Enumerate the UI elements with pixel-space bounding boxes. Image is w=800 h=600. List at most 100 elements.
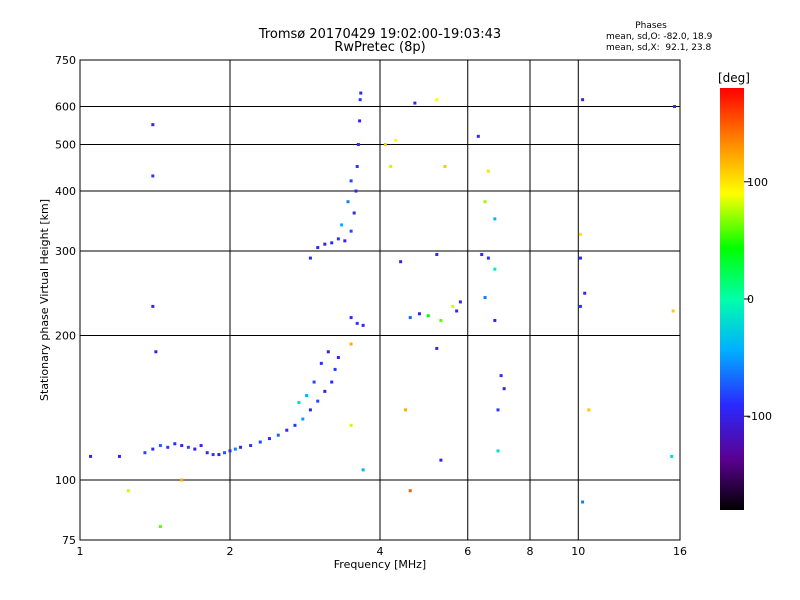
x-tick-label: 16	[673, 545, 687, 558]
scatter-point	[483, 200, 487, 204]
scatter-point	[233, 447, 237, 451]
scatter-point	[330, 241, 334, 245]
scatter-point	[673, 105, 677, 109]
scatter-point	[173, 442, 177, 446]
y-axis-label: Stationary phase Virtual Height [km]	[38, 199, 51, 401]
scatter-point	[158, 444, 162, 448]
scatter-point	[483, 296, 487, 300]
scatter-point	[330, 380, 334, 384]
scatter-point	[349, 342, 353, 346]
scatter-point	[578, 304, 582, 308]
scatter-point	[496, 408, 500, 412]
scatter-point	[383, 143, 387, 147]
scatter-point	[151, 174, 155, 178]
scatter-point	[343, 239, 347, 243]
colorbar	[720, 88, 744, 510]
scatter-point	[496, 449, 500, 453]
scatter-point	[394, 138, 398, 142]
grid-lines	[79, 59, 681, 541]
scatter-point	[346, 200, 350, 204]
x-tick-label: 10	[571, 545, 585, 558]
y-tick-label: 600	[55, 101, 76, 114]
scatter-point	[480, 253, 484, 257]
scatter-point	[117, 454, 121, 458]
scatter-point	[158, 525, 162, 529]
scatter-point	[349, 423, 353, 427]
scatter-point	[399, 260, 403, 264]
x-tick-label: 6	[464, 545, 471, 558]
scatter-point	[154, 350, 158, 354]
colorbar-tick-label: 0	[747, 293, 754, 306]
plot-frame	[79, 59, 681, 541]
scatter-point	[333, 367, 337, 371]
phase-stats: Phases mean, sd,O: -82.0, 18.9 mean, sd,X…	[606, 21, 712, 54]
scatter-point	[408, 489, 412, 493]
y-tick-label: 400	[55, 185, 76, 198]
scatter-point	[389, 164, 393, 168]
scatter-point	[151, 123, 155, 127]
scatter-point	[276, 433, 280, 437]
scatter-point	[186, 445, 190, 449]
scatter-point	[502, 387, 506, 391]
scatter-point	[439, 318, 443, 322]
scatter-point	[228, 449, 232, 453]
scatter-point	[361, 323, 365, 327]
stats-o-mode: mean, sd,O: -82.0, 18.9	[606, 32, 713, 42]
scatter-point	[349, 229, 353, 233]
scatter-point	[408, 316, 412, 320]
scatter-point	[180, 444, 184, 448]
scatter-point	[301, 417, 305, 421]
scatter-point	[361, 468, 365, 472]
x-tick-label: 2	[227, 545, 234, 558]
scatter-point	[493, 267, 497, 271]
scatter-point	[223, 451, 227, 455]
y-tick-labels: 75 100 200 300 400 500 600 750	[55, 54, 76, 547]
scatter-point	[486, 256, 490, 260]
x-tick-labels: 1 2 4 6 8 10 16	[77, 545, 688, 558]
scatter-point	[326, 350, 330, 354]
scatter-point	[205, 451, 209, 455]
scatter-point	[476, 134, 480, 138]
scatter-point	[336, 355, 340, 359]
scatter-point	[583, 291, 587, 295]
scatter-point	[285, 428, 289, 432]
colorbar-tick-label: 100	[747, 176, 768, 189]
scatter-points	[89, 91, 677, 529]
scatter-point	[578, 256, 582, 260]
scatter-point	[358, 119, 362, 123]
scatter-point	[297, 401, 301, 405]
x-axis-label: Frequency [MHz]	[334, 558, 426, 571]
scatter-point	[417, 312, 421, 316]
scatter-point	[426, 314, 430, 318]
scatter-point	[435, 98, 439, 102]
scatter-point	[217, 453, 221, 457]
scatter-point	[319, 361, 323, 365]
chart-title: Tromsø 20170429 19:02:00-19:03:43	[258, 27, 502, 42]
x-tick-label: 4	[377, 545, 384, 558]
scatter-point	[435, 346, 439, 350]
scatter-point	[340, 223, 344, 227]
scatter-point	[258, 440, 262, 444]
stats-x-mode: mean, sd,X: 92.1, 23.8	[606, 43, 712, 53]
scatter-point	[312, 380, 316, 384]
scatter-point	[305, 394, 309, 398]
scatter-point	[316, 399, 320, 403]
scatter-point	[349, 179, 353, 183]
scatter-point	[670, 454, 674, 458]
scatter-point	[180, 478, 184, 482]
y-tick-label: 100	[55, 474, 76, 487]
scatter-point	[151, 304, 155, 308]
scatter-point	[455, 309, 459, 313]
scatter-point	[581, 98, 585, 102]
scatter-point	[354, 189, 358, 193]
scatter-point	[323, 242, 327, 246]
scatter-point	[355, 164, 359, 168]
scatter-point	[493, 318, 497, 322]
scatter-point	[89, 454, 93, 458]
colorbar-ticks: -100 0 100	[744, 176, 772, 423]
scatter-point	[587, 408, 591, 412]
scatter-point	[451, 304, 455, 308]
colorbar-tick-label: -100	[747, 410, 772, 423]
scatter-point	[211, 453, 215, 457]
scatter-point	[403, 408, 407, 412]
